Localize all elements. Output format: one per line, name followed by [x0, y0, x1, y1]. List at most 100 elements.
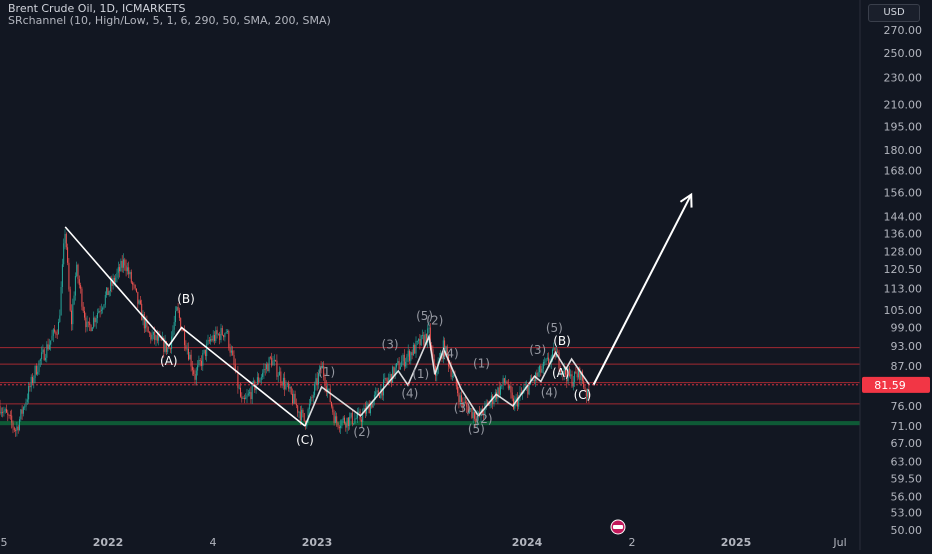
candle-body — [214, 335, 215, 341]
candle-body — [76, 264, 78, 277]
candle-body — [251, 382, 253, 400]
price-tick-label: 105.00 — [884, 304, 923, 317]
wave-label: (C) — [574, 388, 592, 402]
candle-body — [284, 377, 286, 390]
candle-body — [490, 395, 492, 402]
candle-body — [152, 331, 154, 335]
currency-button[interactable]: USD — [868, 4, 920, 22]
candle-body — [54, 329, 56, 332]
candle-body — [227, 330, 228, 332]
candle-body — [412, 344, 414, 356]
candle-body — [145, 320, 147, 329]
candle-body — [319, 366, 321, 374]
candle-body — [511, 392, 513, 399]
candle-body — [156, 335, 158, 341]
price-tick-label: 113.00 — [884, 282, 923, 295]
candle-body — [68, 262, 70, 290]
candle-body — [329, 388, 331, 403]
candle-body — [286, 383, 288, 385]
candle-body — [123, 259, 124, 268]
candle-body — [285, 384, 287, 390]
candle-body — [334, 416, 336, 423]
wave-label: (4) — [442, 346, 459, 360]
candle-body — [7, 412, 9, 416]
candle-body — [541, 368, 543, 373]
candle-body — [201, 360, 202, 366]
candle-body — [347, 417, 349, 426]
candle-body — [575, 371, 577, 374]
candle-body — [219, 334, 221, 341]
candle-body — [133, 284, 135, 286]
candle-body — [357, 412, 358, 419]
wave-label: (C) — [296, 433, 314, 447]
candle-body — [246, 395, 248, 398]
candle-body — [77, 264, 79, 280]
candle-body — [427, 328, 429, 343]
candle-body — [294, 393, 296, 404]
candle-body — [515, 397, 517, 400]
candle-body — [199, 360, 201, 361]
wave-label: (4) — [401, 386, 418, 400]
candle-body — [154, 331, 156, 341]
candle-body — [563, 367, 565, 375]
candle-body — [260, 376, 262, 380]
candle-body — [449, 366, 451, 368]
candle-body — [301, 409, 303, 421]
candle-body — [4, 409, 6, 412]
candle-body — [562, 370, 564, 375]
candle-body — [189, 354, 191, 360]
candle-body — [445, 346, 447, 356]
candle-body — [115, 277, 117, 283]
candle-body — [215, 330, 217, 341]
candle-body — [423, 335, 425, 345]
candle-body — [259, 379, 261, 383]
candle-body — [217, 334, 219, 335]
candle-body — [451, 375, 453, 377]
candle-body — [548, 357, 550, 364]
candle-body — [91, 327, 93, 332]
candle-body — [139, 300, 141, 304]
candle-body — [184, 330, 186, 346]
wave-line — [304, 333, 479, 427]
candle-body — [11, 415, 13, 423]
candle-body — [263, 368, 265, 373]
candle-body — [249, 392, 251, 394]
candle-body — [46, 344, 48, 358]
candle-body — [87, 321, 89, 323]
price-tick-label: 156.00 — [884, 187, 923, 200]
candle-body — [238, 387, 240, 389]
candle-body — [572, 381, 574, 387]
candle-body — [212, 335, 214, 341]
candle-body — [35, 365, 37, 375]
candle-body — [493, 400, 495, 404]
candle-body — [229, 347, 231, 353]
candle-body — [466, 403, 468, 407]
candle-body — [16, 426, 18, 431]
candle-body — [544, 361, 546, 363]
time-tick-label: 4 — [210, 536, 217, 549]
candle-body — [350, 412, 352, 417]
price-tick-label: 168.00 — [884, 165, 923, 178]
candle-body — [104, 295, 106, 305]
candle-body — [487, 402, 488, 404]
candle-body — [375, 391, 377, 395]
price-tick-label: 53.00 — [891, 507, 923, 520]
candle-body — [45, 357, 46, 361]
candle-body — [137, 291, 139, 304]
candle-body — [32, 376, 33, 384]
candle-body — [376, 390, 378, 392]
candle-body — [21, 409, 23, 414]
price-tick-label: 71.00 — [891, 420, 923, 433]
candle-body — [570, 374, 572, 377]
candle-body — [216, 330, 218, 335]
candle-body — [379, 395, 381, 398]
candle-body — [293, 393, 295, 404]
candle-body — [474, 412, 475, 419]
candle-body — [56, 334, 58, 336]
candle-body — [61, 264, 63, 287]
candle-body — [360, 419, 362, 422]
price-tick-label: 63.00 — [891, 455, 923, 468]
candle-body — [147, 326, 149, 333]
candle-body — [84, 311, 85, 318]
